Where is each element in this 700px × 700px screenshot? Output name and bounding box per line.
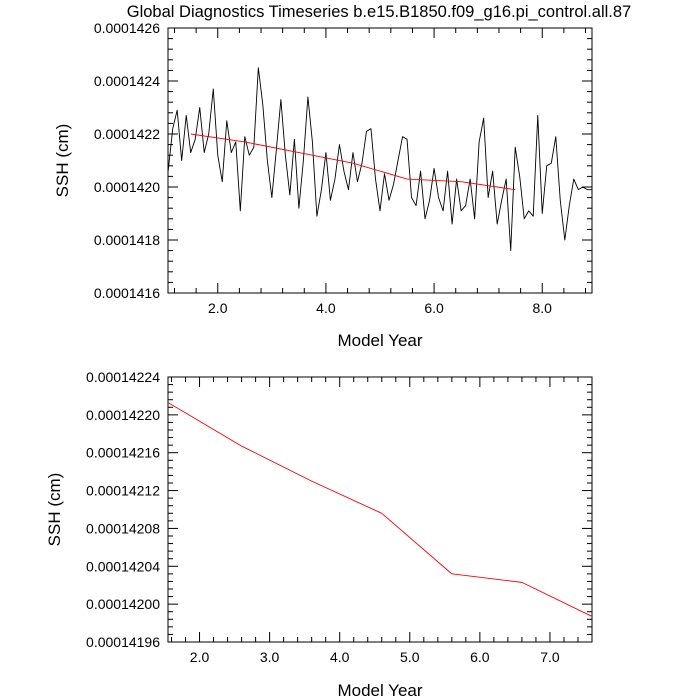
y-tick-label: 0.00014196	[86, 634, 160, 650]
y-tick-label: 0.00014220	[86, 407, 160, 423]
series-line-annual	[167, 402, 593, 617]
x-tick-label: 4.0	[330, 649, 350, 665]
y-tick-label: 0.0001424	[94, 73, 160, 89]
x-tick-label: 2.0	[190, 649, 210, 665]
series-line-monthly	[167, 67, 592, 252]
y-axis-title: SSH (cm)	[45, 473, 64, 547]
x-tick-label: 7.0	[540, 649, 560, 665]
y-tick-label: 0.00014204	[86, 558, 160, 574]
y-tick-label: 0.00014212	[86, 483, 160, 499]
x-axis-title: Model Year	[337, 331, 422, 350]
x-tick-label: 6.0	[470, 649, 490, 665]
y-tick-label: 0.0001426	[94, 20, 160, 36]
y-tick-label: 0.00014208	[86, 520, 160, 536]
y-tick-label: 0.00014224	[86, 369, 160, 385]
x-axis-title: Model Year	[337, 681, 422, 700]
y-tick-label: 0.0001416	[94, 285, 160, 301]
series-line-annual	[190, 133, 516, 191]
y-tick-label: 0.0001420	[94, 179, 160, 195]
x-tick-label: 4.0	[316, 300, 336, 316]
x-tick-label: 2.0	[208, 300, 228, 316]
y-axis-title: SSH (cm)	[53, 124, 72, 198]
chart-title: Global Diagnostics Timeseries b.e15.B185…	[127, 3, 631, 21]
x-tick-label: 6.0	[424, 300, 444, 316]
y-tick-label: 0.00014216	[86, 445, 160, 461]
bottom-annual-plot: 2.0 3.0 4.0 5.0 6.0 7.0 0.00014196 0.00014200 0.…	[45, 369, 593, 700]
y-tick-label: 0.00014200	[86, 596, 160, 612]
plot-frame	[167, 376, 593, 643]
top-timeseries-plot: 2.0 4.0 6.0 8.0 0.0001416 0.0001418 0.0001420 0…	[53, 20, 593, 350]
y-tick-label: 0.0001422	[94, 126, 160, 142]
y-tick-label: 0.0001418	[94, 232, 160, 248]
x-tick-label: 3.0	[260, 649, 280, 665]
x-tick-label: 8.0	[533, 300, 553, 316]
x-tick-label: 5.0	[400, 649, 420, 665]
plot-frame	[167, 27, 593, 294]
